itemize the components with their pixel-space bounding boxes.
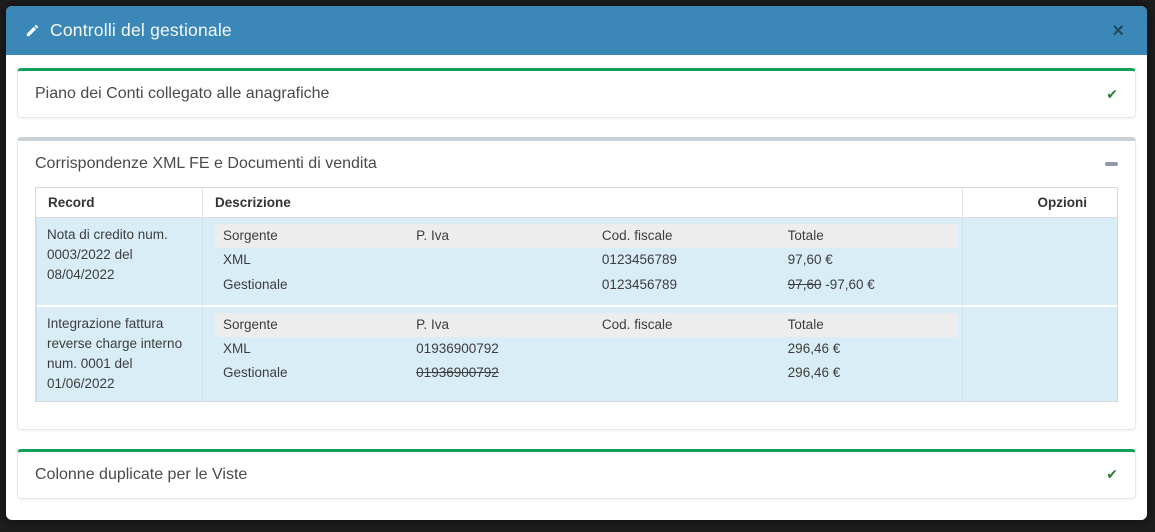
comparison-cell: XML — [215, 248, 408, 272]
checks-table-body: Nota di credito num. 0003/2022 del 08/04… — [36, 218, 1117, 401]
close-icon: × — [1112, 19, 1124, 42]
check-icon: ✔ — [1106, 85, 1118, 102]
description-cell: Sorgente P. Iva Cod. fiscale Totale XML 01936… — [202, 304, 962, 401]
comparison-cell — [594, 337, 780, 361]
comparison-header-cell: Totale — [779, 312, 958, 337]
column-header-opzioni: Opzioni — [962, 188, 1117, 218]
value: XML — [223, 252, 251, 268]
comparison-cell — [594, 361, 780, 385]
comparison-cell: 0123456789 — [594, 273, 780, 297]
comparison-header-cell: Cod. fiscale — [593, 312, 780, 337]
comparison-table: Sorgente P. Iva Cod. fiscale Totale XML 01234… — [215, 224, 958, 297]
panel-title: Piano dei Conti collegato alle anagrafic… — [35, 85, 330, 102]
options-cell — [962, 304, 1117, 401]
table-wrapper: Record Descrizione Opzioni Nota di credi… — [18, 187, 1135, 429]
table-row: Nota di credito num. 0003/2022 del 08/04… — [36, 218, 1117, 305]
value: XML — [223, 341, 251, 356]
comparison-cell: 01936900792 — [408, 361, 594, 385]
comparison-header-cell: Totale — [779, 224, 958, 249]
table-header-row: Record Descrizione Opzioni — [36, 188, 1117, 218]
comparison-header-cell: Sorgente — [215, 312, 409, 337]
value: 296,46 € — [787, 341, 841, 356]
panel-title: Corrispondenze XML FE e Documenti di ven… — [35, 155, 377, 172]
comparison-row: XML 01936900792 296,46 € — [215, 337, 958, 361]
value: -97,60 € — [821, 276, 875, 292]
comparison-cell: 296,46 € — [780, 337, 958, 361]
comparison-cell — [408, 273, 594, 297]
comparison-cell — [408, 248, 594, 272]
pencil-icon — [25, 23, 40, 38]
column-header-descrizione: Descrizione — [202, 188, 962, 218]
panel-piano-dei-conti-header[interactable]: Piano dei Conti collegato alle anagrafic… — [18, 71, 1135, 117]
comparison-row: Gestionale 01936900792 296,46 € — [215, 361, 958, 385]
comparison-cell: 01936900792 — [408, 337, 594, 361]
comparison-cell: Gestionale — [215, 273, 408, 297]
struck-value: 97,60 — [787, 276, 822, 292]
checks-table: Record Descrizione Opzioni Nota di credi… — [35, 187, 1118, 402]
value: Gestionale — [223, 276, 288, 292]
panel-corrispondenze-xml-header[interactable]: Corrispondenze XML FE e Documenti di ven… — [18, 141, 1135, 187]
comparison-header-row: Sorgente P. Iva Cod. fiscale Totale — [215, 312, 958, 337]
comparison-cell: Gestionale — [215, 361, 408, 385]
panel-colonne-duplicate-header[interactable]: Colonne duplicate per le Viste ✔ — [18, 452, 1135, 498]
comparison-row: XML 0123456789 97,60 € — [215, 248, 958, 272]
value: 296,46 € — [787, 365, 841, 381]
comparison-header-cell: Sorgente — [215, 224, 409, 249]
column-header-record: Record — [36, 188, 202, 218]
value: 0123456789 — [601, 252, 678, 268]
value: 97,60 € — [787, 252, 833, 268]
options-cell — [962, 218, 1117, 305]
comparison-cell: 0123456789 — [594, 248, 780, 272]
comparison-cell: 296,46 € — [780, 361, 958, 385]
value: 01936900792 — [416, 341, 499, 356]
modal-title: Controlli del gestionale — [50, 20, 232, 40]
value: 0123456789 — [601, 276, 678, 292]
comparison-header-cell: P. Iva — [408, 312, 594, 337]
comparison-header-cell: P. Iva — [408, 224, 594, 249]
collapse-minus-icon[interactable] — [1105, 162, 1118, 166]
value: Gestionale — [223, 365, 288, 381]
modal-body: Piano dei Conti collegato alle anagrafic… — [6, 55, 1147, 520]
comparison-header-row: Sorgente P. Iva Cod. fiscale Totale — [215, 224, 958, 249]
comparison-cell: 97,60 -97,60 € — [780, 273, 958, 297]
description-cell: Sorgente P. Iva Cod. fiscale Totale XML 01234… — [202, 218, 962, 305]
panel-corrispondenze-xml: Corrispondenze XML FE e Documenti di ven… — [17, 137, 1136, 430]
modal-header: Controlli del gestionale × — [6, 6, 1147, 55]
comparison-row: Gestionale 0123456789 97,60 -97,60 € — [215, 273, 958, 297]
panel-title: Colonne duplicate per le Viste — [35, 465, 248, 483]
panel-piano-dei-conti: Piano dei Conti collegato alle anagrafic… — [17, 68, 1136, 118]
record-cell: Integrazione fattura reverse charge inte… — [36, 304, 202, 401]
struck-value: 01936900792 — [416, 365, 499, 381]
close-button[interactable]: × — [1108, 19, 1128, 43]
management-checks-modal: Controlli del gestionale × Piano dei Con… — [6, 6, 1147, 520]
record-cell: Nota di credito num. 0003/2022 del 08/04… — [36, 218, 202, 305]
comparison-table: Sorgente P. Iva Cod. fiscale Totale XML 01936… — [215, 312, 958, 386]
comparison-cell: 97,60 € — [780, 248, 958, 272]
panel-colonne-duplicate: Colonne duplicate per le Viste ✔ — [17, 448, 1136, 499]
table-row: Integrazione fattura reverse charge inte… — [36, 304, 1117, 401]
comparison-header-cell: Cod. fiscale — [593, 224, 780, 249]
comparison-cell: XML — [215, 337, 408, 361]
check-icon: ✔ — [1106, 466, 1118, 483]
